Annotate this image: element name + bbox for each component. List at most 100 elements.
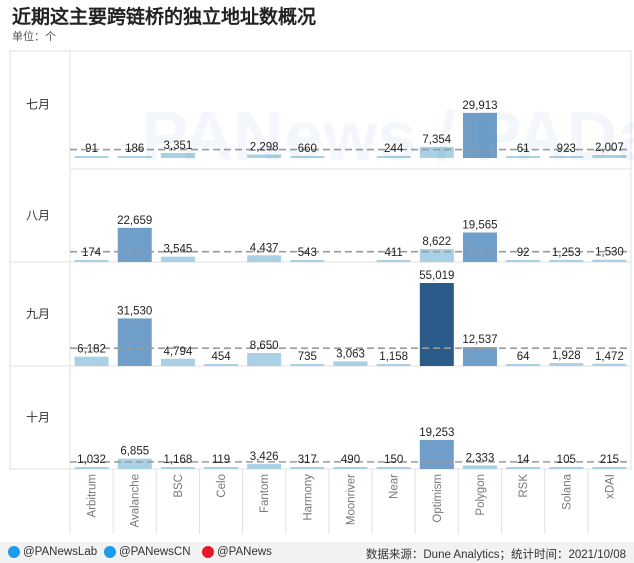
- bar: [74, 356, 109, 366]
- chart-title: 近期这主要跨链桥的独立地址数概况: [12, 7, 317, 28]
- bar: [290, 260, 325, 262]
- data-label: 923: [557, 143, 576, 155]
- twitter-lab[interactable]: @PANewsLab: [8, 546, 97, 558]
- bar: [204, 467, 239, 469]
- bar: [204, 364, 239, 366]
- bar: [549, 260, 584, 262]
- data-label: 660: [298, 143, 317, 155]
- bar: [74, 467, 109, 469]
- bar: [549, 467, 584, 469]
- category-tick-label: xDAI: [604, 474, 616, 499]
- row-label: 七月: [26, 98, 50, 112]
- bar: [160, 152, 195, 158]
- data-label: 2,007: [595, 142, 624, 154]
- bar: [376, 156, 411, 158]
- bar: [117, 458, 152, 469]
- data-label: 92: [517, 247, 530, 259]
- data-label: 1,253: [552, 247, 581, 259]
- data-label: 3,351: [163, 140, 192, 152]
- data-label: 19,253: [419, 427, 454, 439]
- bar: [117, 318, 152, 366]
- category-tick-label: Celo: [216, 474, 228, 498]
- data-label: 3,545: [163, 244, 192, 256]
- bar: [333, 467, 368, 469]
- data-label: 174: [82, 247, 102, 259]
- twitter-lab-handle: @PANewsLab: [23, 546, 98, 558]
- bar: [376, 364, 411, 366]
- bar: [376, 260, 411, 262]
- data-label: 186: [125, 143, 144, 155]
- data-label: 22,659: [117, 215, 152, 227]
- data-label: 1,928: [552, 350, 581, 362]
- data-label: 244: [384, 143, 404, 155]
- bar: [74, 260, 109, 262]
- data-label: 411: [384, 247, 402, 259]
- bar: [419, 146, 454, 158]
- weibo[interactable]: @PANews: [202, 546, 272, 558]
- data-label: 1,472: [595, 351, 624, 363]
- data-label: 3,426: [250, 451, 279, 463]
- data-label: 1,032: [77, 454, 106, 466]
- watermark: PANews / PAData: [141, 97, 634, 175]
- twitter-icon: [104, 546, 116, 558]
- bar: [506, 467, 541, 469]
- bar: [592, 154, 627, 158]
- bar: [506, 260, 541, 262]
- bar: [290, 467, 325, 469]
- twitter-cn-handle: @PANewsCN: [119, 546, 191, 558]
- footer-bar: @PANewsLab @PANewsCN @PANews 数据来源：Dune A…: [0, 542, 634, 563]
- data-label: 490: [341, 454, 360, 466]
- data-label: 6,182: [77, 344, 106, 356]
- row-label: 十月: [26, 411, 50, 425]
- category-tick-label: Solana: [561, 473, 573, 509]
- data-label: 64: [517, 351, 530, 363]
- data-label: 1,168: [163, 454, 192, 466]
- bar: [290, 156, 325, 158]
- data-label: 150: [384, 454, 403, 466]
- category-tick-label: Moonriver: [346, 474, 358, 525]
- category-tick-label: Avalanche: [130, 474, 142, 528]
- bar: [376, 467, 411, 469]
- bar: [549, 363, 584, 366]
- row-label: 八月: [26, 209, 50, 223]
- row-label: 九月: [26, 307, 50, 321]
- bar: [160, 256, 195, 262]
- data-label: 2,333: [466, 452, 495, 464]
- data-label: 61: [517, 143, 530, 155]
- category-tick-label: BSC: [173, 474, 185, 498]
- bar: [506, 156, 541, 158]
- category-tick-label: Fantom: [259, 474, 271, 513]
- category-tick-label: RSK: [518, 474, 530, 498]
- data-label: 454: [211, 351, 231, 363]
- data-label: 735: [298, 351, 317, 363]
- data-label: 105: [557, 454, 576, 466]
- weibo-handle: @PANews: [217, 546, 272, 558]
- data-label: 29,913: [462, 100, 497, 112]
- bar: [592, 467, 627, 469]
- faceted-bar-chart: PANews / PAData 七月 91 186 3,351 2,298 660 244 7,…: [9, 50, 634, 534]
- data-label: 1,530: [595, 247, 624, 259]
- bar: [549, 156, 584, 158]
- bar: [592, 363, 627, 366]
- bar: [160, 467, 195, 469]
- data-label: 91: [85, 143, 98, 155]
- bar: [290, 364, 325, 366]
- bar: [462, 465, 497, 469]
- data-label: 12,537: [462, 334, 497, 346]
- data-label: 4,794: [163, 346, 192, 358]
- twitter-cn[interactable]: @PANewsCN: [104, 546, 191, 558]
- bar: [592, 259, 627, 262]
- unit-label: 单位：个: [12, 31, 56, 43]
- bar: [74, 156, 109, 158]
- category-tick-label: Harmony: [302, 474, 314, 521]
- data-label: 4,437: [250, 242, 279, 254]
- data-source: 数据来源：Dune Analytics；统计时间：2021/10/08: [365, 549, 626, 561]
- bar: [117, 156, 152, 158]
- bar: [247, 154, 282, 158]
- category-tick-label: Polygon: [475, 474, 487, 516]
- data-label: 3,063: [336, 348, 365, 360]
- bar: [247, 352, 282, 366]
- data-label: 1,158: [379, 351, 408, 363]
- data-label: 8,622: [422, 236, 451, 248]
- bar: [462, 347, 497, 366]
